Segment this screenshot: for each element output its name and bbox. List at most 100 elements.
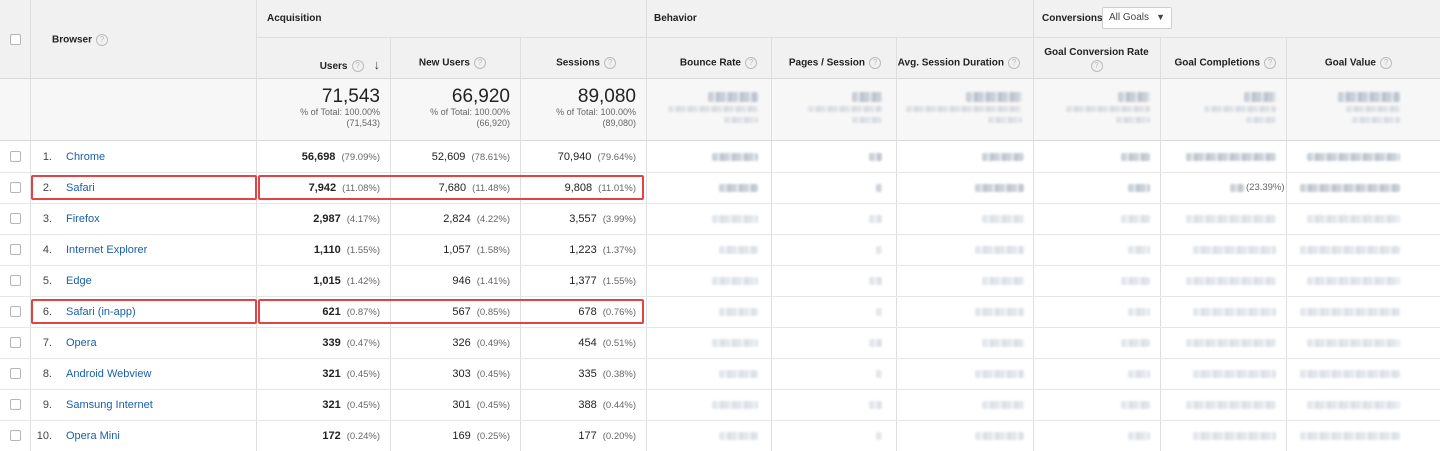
goals-dropdown[interactable]: All Goals ▼ — [1102, 7, 1172, 29]
users-percent: (0.45%) — [346, 369, 380, 380]
row-checkbox[interactable] — [10, 182, 21, 193]
browser-link[interactable]: Opera Mini — [66, 430, 120, 442]
users-cell: 7,942 (11.08%) — [256, 182, 380, 194]
row-checkbox[interactable] — [10, 337, 21, 348]
new-users-value: 2,824 — [443, 213, 471, 225]
browser-column-header[interactable]: Browser? — [52, 34, 109, 46]
row-checkbox[interactable] — [10, 368, 21, 379]
sessions-cell: 177 (0.20%) — [520, 430, 636, 442]
highlight-box — [31, 175, 257, 200]
users-cell: 172 (0.24%) — [256, 430, 380, 442]
help-icon[interactable]: ? — [1090, 60, 1103, 73]
goal-completions-percent: (23.39%) — [1246, 182, 1285, 193]
new-users-percent: (78.61%) — [471, 152, 510, 163]
help-icon[interactable]: ? — [96, 34, 109, 46]
sessions-percent: (0.51%) — [602, 338, 636, 349]
pages-session-column-header[interactable]: Pages / Session? — [771, 57, 881, 69]
help-icon[interactable]: ? — [745, 57, 757, 69]
row-checkbox[interactable] — [10, 430, 21, 441]
new-users-column-header[interactable]: New Users? — [390, 57, 486, 69]
users-cell: 2,987 (4.17%) — [256, 213, 380, 225]
sessions-value: 177 — [578, 430, 597, 442]
goal-value-column-header[interactable]: Goal Value? — [1286, 57, 1392, 69]
browser-link[interactable]: Chrome — [66, 151, 106, 163]
users-value: 56,698 — [301, 151, 336, 163]
row-checkbox[interactable] — [10, 244, 21, 255]
browser-link[interactable]: Safari — [66, 182, 95, 194]
users-cell: 339 (0.47%) — [256, 337, 380, 349]
users-percent: (0.24%) — [346, 431, 380, 442]
users-cell: 1,015 (1.42%) — [256, 275, 380, 287]
help-icon[interactable]: ? — [1264, 57, 1276, 69]
help-icon[interactable]: ? — [604, 57, 616, 69]
new-users-value: 1,057 — [443, 244, 471, 256]
new-users-cell: 301 (0.45%) — [390, 399, 510, 411]
users-percent: (1.42%) — [346, 276, 380, 287]
users-cell: 321 (0.45%) — [256, 399, 380, 411]
new-users-cell: 52,609 (78.61%) — [390, 151, 510, 163]
browser-link[interactable]: Samsung Internet — [66, 399, 153, 411]
sessions-percent: (1.55%) — [602, 276, 636, 287]
users-percent: (0.47%) — [346, 338, 380, 349]
new-users-value: 169 — [452, 430, 471, 442]
new-users-cell: 2,824 (4.22%) — [390, 213, 510, 225]
users-percent: (79.09%) — [341, 152, 380, 163]
help-icon[interactable]: ? — [1380, 57, 1392, 69]
row-number: 8. — [42, 368, 52, 380]
new-users-value: 326 — [452, 337, 471, 349]
users-value: 1,110 — [313, 244, 341, 256]
new-users-cell: 946 (1.41%) — [390, 275, 510, 287]
users-cell: 56,698 (79.09%) — [256, 151, 380, 163]
sessions-column-header[interactable]: Sessions? — [520, 57, 616, 69]
browser-link[interactable]: Internet Explorer — [66, 244, 148, 256]
select-all-checkbox[interactable] — [10, 34, 21, 45]
row-checkbox[interactable] — [10, 399, 21, 410]
goal-completions-column-header[interactable]: Goal Completions? — [1160, 57, 1276, 69]
chevron-down-icon: ▼ — [1156, 12, 1165, 22]
new-users-percent: (0.45%) — [476, 369, 510, 380]
help-icon[interactable]: ? — [1008, 57, 1020, 69]
sessions-cell: 335 (0.38%) — [520, 368, 636, 380]
new-users-percent: (1.41%) — [476, 276, 510, 287]
browser-link[interactable]: Android Webview — [66, 368, 152, 380]
new-users-percent: (4.22%) — [476, 214, 510, 225]
row-checkbox[interactable] — [10, 275, 21, 286]
row-checkbox[interactable] — [10, 306, 21, 317]
row-number: 2. — [42, 182, 52, 194]
row-checkbox[interactable] — [10, 151, 21, 162]
help-icon[interactable]: ? — [351, 60, 364, 73]
row-number: 1. — [42, 151, 52, 163]
browser-link[interactable]: Opera — [66, 337, 97, 349]
new-users-percent: (0.85%) — [476, 307, 510, 318]
sessions-cell: 1,223 (1.37%) — [520, 244, 636, 256]
browser-link[interactable]: Edge — [66, 275, 92, 287]
users-value: 7,942 — [308, 182, 337, 194]
sort-desc-icon[interactable]: ↓ — [373, 57, 381, 72]
browser-link[interactable]: Firefox — [66, 213, 100, 225]
help-icon[interactable]: ? — [474, 57, 486, 69]
bounce-rate-column-header[interactable]: Bounce Rate? — [646, 57, 757, 69]
sessions-percent: (11.01%) — [598, 183, 636, 194]
users-cell: 621 (0.87%) — [256, 306, 380, 318]
help-icon[interactable]: ? — [869, 57, 881, 69]
users-column-header[interactable]: Users? ↓ — [319, 57, 381, 73]
sessions-percent: (3.99%) — [602, 214, 636, 225]
users-percent: (4.17%) — [346, 214, 380, 225]
avg-session-column-header[interactable]: Avg. Session Duration? — [896, 57, 1020, 69]
row-checkbox[interactable] — [10, 213, 21, 224]
totals-row — [0, 79, 1440, 141]
sessions-cell: 454 (0.51%) — [520, 337, 636, 349]
conversions-group-header: Conversions — [1042, 13, 1103, 24]
sessions-cell: 678 (0.76%) — [520, 306, 636, 318]
highlight-box — [31, 299, 257, 324]
new-users-cell: 567 (0.85%) — [390, 306, 510, 318]
users-cell: 321 (0.45%) — [256, 368, 380, 380]
new-users-total: 66,920 % of Total: 100.00% (66,920) — [430, 86, 510, 128]
browser-link[interactable]: Safari (in-app) — [66, 306, 136, 318]
goal-conv-rate-column-header[interactable]: Goal Conversion Rate? — [1044, 47, 1149, 73]
sessions-value: 1,377 — [569, 275, 597, 287]
highlight-box — [258, 299, 644, 324]
sessions-percent: (0.38%) — [602, 369, 636, 380]
new-users-value: 7,680 — [438, 182, 467, 194]
